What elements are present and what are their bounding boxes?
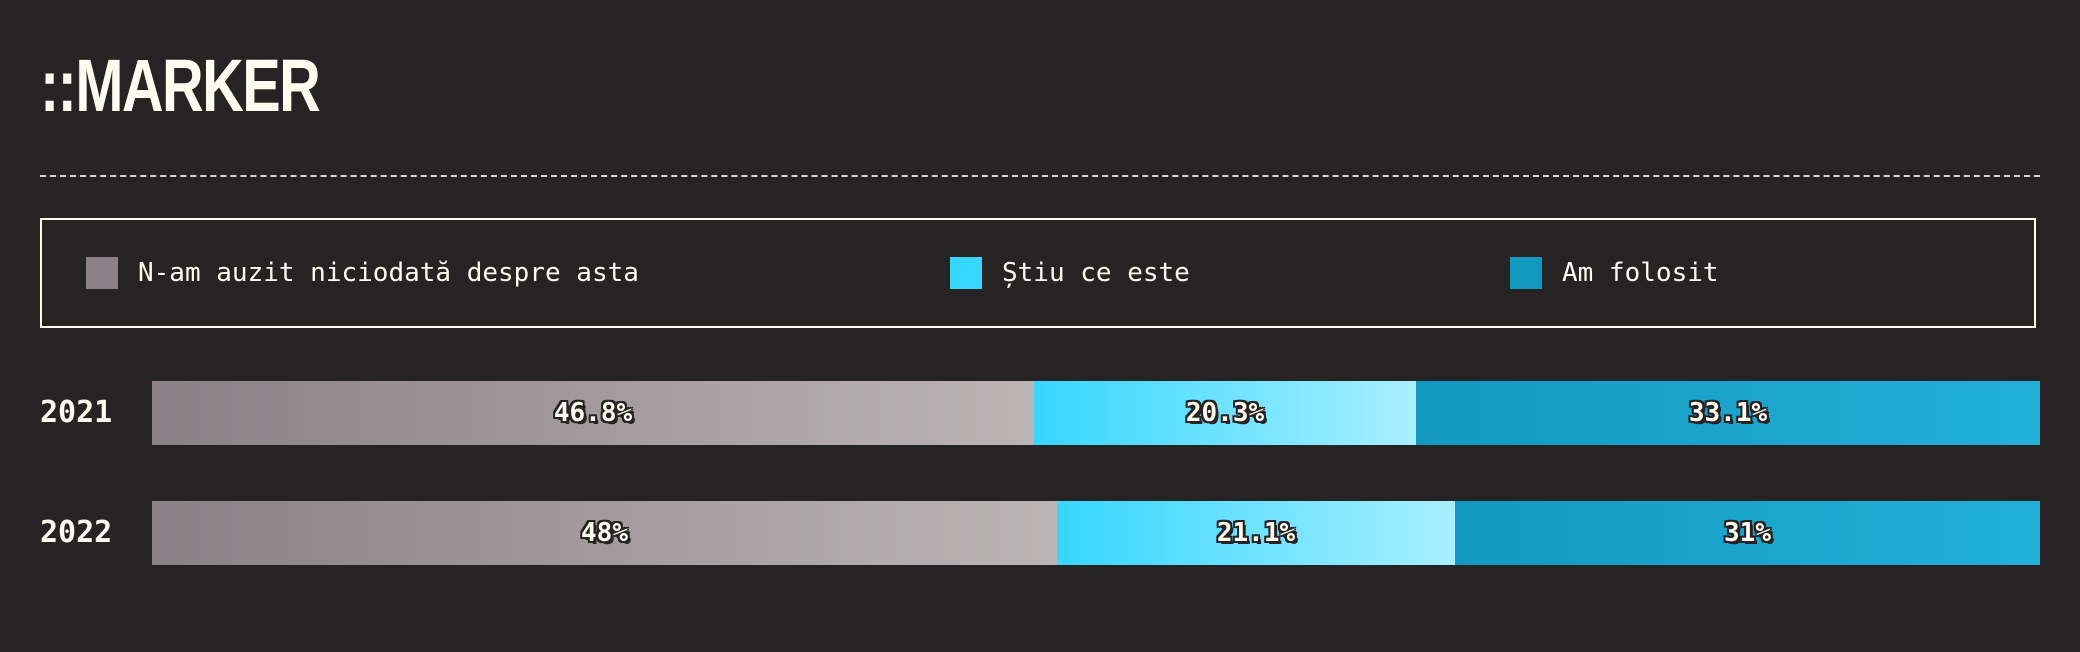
bar-segment-2022-used-it: 31% (1455, 501, 2040, 565)
bar-segment-2021-know-what-it-is: 20.3% (1034, 381, 1416, 445)
legend-swatch-know-what-it-is (950, 257, 982, 289)
bar-segment-2022-know-what-it-is: 21.1% (1057, 501, 1455, 565)
stacked-bar-2021: 46.8% 20.3% 33.1% (152, 381, 2040, 445)
legend-label-used-it: Am folosit (1562, 258, 1719, 288)
chart-title: ::MARKER (40, 44, 321, 127)
legend-swatch-never-heard (86, 257, 118, 289)
legend-item-used-it: Am folosit (1510, 220, 1719, 326)
bar-segment-2021-used-it: 33.1% (1416, 381, 2040, 445)
bar-segment-2022-never-heard: 48% (152, 501, 1057, 565)
dashed-divider (40, 175, 2040, 177)
data-label-2021-never-heard: 46.8% (553, 398, 633, 428)
stacked-bar-2022: 48% 21.1% 31% (152, 501, 2040, 565)
data-label-2022-never-heard: 48% (581, 518, 628, 548)
legend-label-know-what-it-is: Știu ce este (1002, 258, 1190, 288)
legend-item-never-heard: N-am auzit niciodată despre asta (86, 220, 639, 326)
row-label-2021: 2021 (40, 395, 113, 430)
data-label-2022-used-it: 31% (1724, 518, 1771, 548)
row-label-2022: 2022 (40, 515, 113, 550)
legend-item-know-what-it-is: Știu ce este (950, 220, 1190, 326)
bar-segment-2021-never-heard: 46.8% (152, 381, 1034, 445)
legend: N-am auzit niciodată despre asta Știu ce… (40, 218, 2036, 328)
data-label-2021-know-what-it-is: 20.3% (1185, 398, 1265, 428)
legend-label-never-heard: N-am auzit niciodată despre asta (138, 258, 639, 288)
legend-swatch-used-it (1510, 257, 1542, 289)
data-label-2022-know-what-it-is: 21.1% (1216, 518, 1296, 548)
data-label-2021-used-it: 33.1% (1688, 398, 1768, 428)
